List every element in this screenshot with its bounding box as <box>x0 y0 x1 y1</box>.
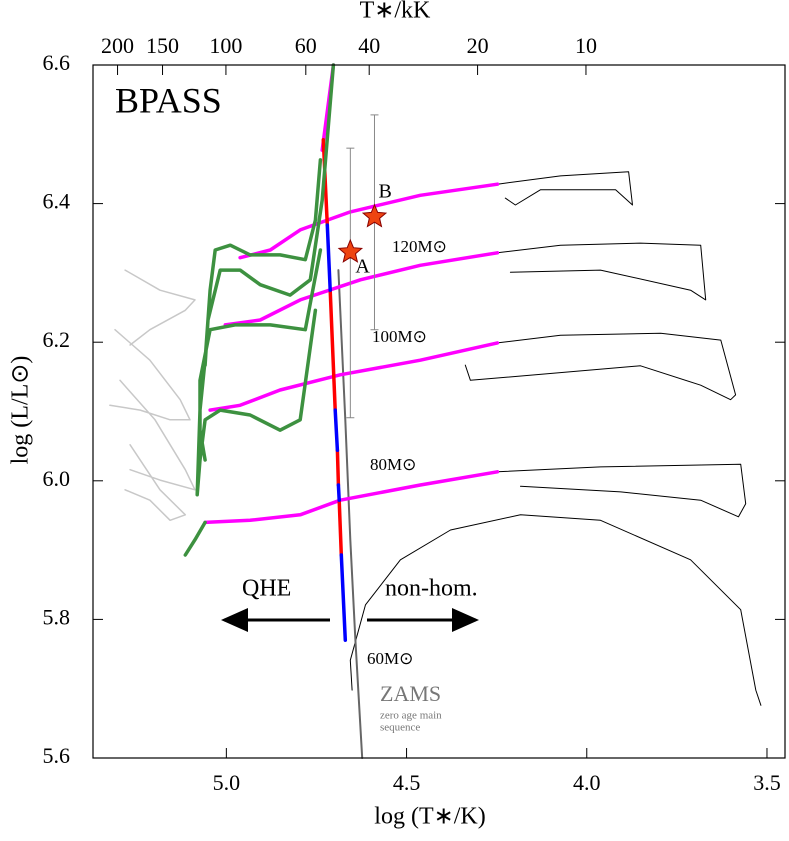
annotation: sequence <box>380 722 420 734</box>
star-label: A <box>355 256 370 278</box>
annotation: non-hom. <box>385 576 478 602</box>
x-tick-label: 4.5 <box>393 770 421 795</box>
track-line <box>183 63 336 557</box>
star-marker <box>337 238 364 263</box>
chart-title: BPASS <box>115 80 222 120</box>
x2-tick-label: 150 <box>146 33 179 58</box>
plot-frame <box>92 64 786 759</box>
track-line <box>109 269 196 522</box>
annotation: zero age main <box>380 710 442 722</box>
annotation: 80M⊙ <box>370 455 416 474</box>
annotation: 120M⊙ <box>392 237 447 256</box>
x2-tick-label: 40 <box>358 33 380 58</box>
x-tick-label: 4.0 <box>573 770 601 795</box>
star-label: B <box>378 180 391 202</box>
x-tick-label: 3.5 <box>753 770 781 795</box>
x2-tick-label: 200 <box>101 33 134 58</box>
plot-area <box>109 63 762 759</box>
x-tick-label: 5.0 <box>213 770 241 795</box>
y-tick-label: 6.2 <box>43 327 71 352</box>
x2-tick-label: 100 <box>209 33 242 58</box>
track-line <box>203 63 500 525</box>
annotation: ZAMS <box>380 681 441 706</box>
star-marker <box>361 203 388 228</box>
y-tick-label: 6.0 <box>43 466 71 491</box>
x2-axis-title: T∗/kK <box>360 0 431 24</box>
y-tick-label: 5.8 <box>43 604 71 629</box>
annotation: 60M⊙ <box>367 649 413 668</box>
x2-tick-label: 20 <box>467 33 489 58</box>
annotation: QHE <box>242 576 291 602</box>
x-axis-title: log (T∗/K) <box>374 804 485 830</box>
y-tick-label: 6.6 <box>43 50 71 75</box>
x2-tick-label: 60 <box>295 33 317 58</box>
track-line <box>349 171 762 706</box>
track-line <box>337 269 364 759</box>
y-axis-title: log (L/L⊙) <box>8 356 34 465</box>
annotation: 100M⊙ <box>372 327 427 346</box>
x2-tick-label: 10 <box>575 33 597 58</box>
track-line <box>325 223 348 642</box>
y-tick-label: 6.4 <box>43 189 71 214</box>
y-tick-label: 5.6 <box>43 743 71 768</box>
